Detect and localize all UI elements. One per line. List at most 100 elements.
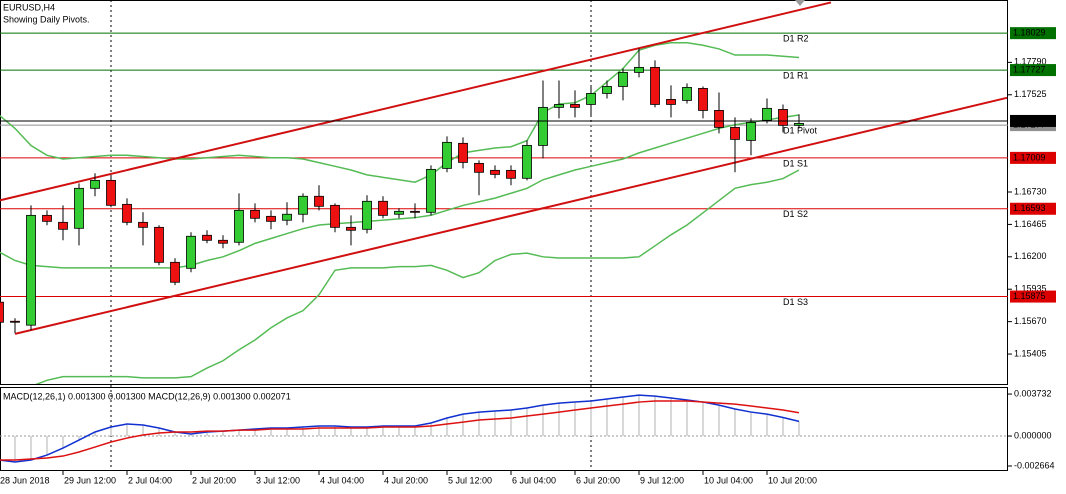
y-tick-label: 1.17790 — [1014, 57, 1047, 67]
candle-body — [314, 195, 324, 207]
pivot-value-box — [1010, 151, 1056, 164]
candle-body — [138, 221, 148, 228]
candle-body — [426, 168, 436, 213]
candle-body — [506, 169, 516, 179]
trendline — [0, 1, 832, 202]
candle-body — [58, 221, 68, 230]
x-tick-label: 29 Jun 12:00 — [64, 475, 116, 485]
candle-body — [730, 127, 740, 140]
pivot-value-label: 1.15875 — [1013, 291, 1046, 301]
chart-title: EURUSD,H4 — [3, 2, 55, 12]
x-tick-label: 2 Jul 20:00 — [192, 475, 236, 485]
pivot-level-name: D1 R1 — [783, 70, 809, 80]
y-tick-label: 1.16200 — [1014, 251, 1047, 261]
candle-body — [266, 215, 276, 222]
candle-body — [0, 301, 4, 323]
pivot-value-label: 1.16593 — [1013, 203, 1046, 213]
y-tick-label: 1.15670 — [1014, 316, 1047, 326]
x-tick-label: 2 Jul 04:00 — [128, 475, 172, 485]
pivot-value-label: 1.17009 — [1013, 152, 1046, 162]
y-tick-label: 1.16730 — [1014, 186, 1047, 196]
macd-frame — [0, 387, 1008, 471]
candle-body — [202, 234, 212, 241]
pivot-value-box — [1010, 64, 1056, 77]
candle-body — [90, 179, 100, 189]
x-tick-label: 6 Jul 04:00 — [512, 475, 556, 485]
x-tick-label: 4 Jul 04:00 — [320, 475, 364, 485]
candle-body — [362, 200, 372, 230]
candle-body — [218, 239, 228, 244]
x-tick-label: 5 Jul 12:00 — [448, 475, 492, 485]
main-plot: D1 R2 D1 R1 D1 Pivot D1 S1 D1 S2 D1 S3 — [0, 1, 1008, 384]
candle-body — [698, 88, 708, 111]
candle-body — [618, 71, 628, 87]
candle-body — [746, 122, 756, 141]
y-tick-label: -0.002664 — [1014, 460, 1055, 470]
pivot-level-name: D1 S3 — [783, 297, 808, 307]
y-tick-label: 0.003732 — [1014, 388, 1052, 398]
candle-body — [602, 86, 612, 94]
shift-marker — [795, 0, 805, 6]
pivot-value-label: 1.18029 — [1013, 28, 1046, 38]
x-tick-label: 10 Jul 20:00 — [768, 475, 817, 485]
candle-body — [538, 106, 548, 146]
x-tick-label: 4 Jul 20:00 — [384, 475, 428, 485]
x-tick-label: 6 Jul 20:00 — [576, 475, 620, 485]
macd-line — [0, 394, 800, 463]
candle-body — [682, 87, 692, 101]
candle-body — [474, 162, 484, 173]
candle-body — [42, 214, 52, 222]
candle-body — [522, 145, 532, 179]
candle-body — [762, 107, 772, 121]
pivot-level-name: D1 R2 — [783, 34, 809, 44]
candle-body — [378, 200, 388, 216]
band-line — [35, 169, 800, 384]
candle-body — [570, 104, 580, 108]
band-line — [0, 42, 800, 183]
y-tick-label: 1.17525 — [1014, 89, 1047, 99]
band-line — [0, 114, 800, 269]
candle-body — [330, 204, 340, 228]
chart-subtitle: Showing Daily Pivots. — [3, 14, 90, 24]
current-price-box — [1010, 114, 1056, 127]
current-price-label: 1.17311 — [1013, 115, 1045, 125]
candle-body — [26, 214, 36, 326]
candle-body — [794, 122, 804, 126]
candle-body — [74, 187, 84, 229]
candle-body — [282, 213, 292, 221]
candle-body — [442, 141, 452, 169]
macd-plot — [0, 394, 1008, 463]
candle-body — [554, 104, 564, 108]
x-tick-label: 10 Jul 04:00 — [704, 475, 753, 485]
candle-body — [154, 226, 164, 263]
candle-body — [634, 66, 644, 73]
y-tick-label: 0.000000 — [1014, 430, 1052, 440]
candle-body — [346, 226, 356, 231]
y-tick-label: 1.15405 — [1014, 348, 1047, 358]
candle-body — [586, 93, 596, 105]
candle-body — [666, 99, 676, 105]
y-tick-label: 1.16465 — [1014, 219, 1047, 229]
candle-body — [106, 179, 116, 206]
axes: EURUSD,H4 Showing Daily Pivots. 1.17790 1.1… — [0, 2, 1056, 485]
pivot-value-box — [1010, 290, 1056, 303]
candle-body — [122, 203, 132, 223]
pivot-level-name: D1 S1 — [783, 158, 808, 168]
candle-body — [490, 169, 500, 175]
candle-body — [298, 195, 308, 215]
pivot-value-box — [1010, 202, 1056, 215]
candle-body — [714, 110, 724, 128]
candle-body — [410, 210, 420, 213]
candle-body — [250, 209, 260, 219]
candle-body — [650, 66, 660, 105]
candle-body — [234, 209, 244, 243]
candle-body — [10, 320, 20, 323]
pivot-level-name: D1 Pivot — [783, 125, 818, 135]
candle-body — [394, 210, 404, 215]
y-tick-label: 1.15935 — [1014, 284, 1047, 294]
candle-body — [170, 261, 180, 283]
main-frame — [0, 0, 1008, 385]
